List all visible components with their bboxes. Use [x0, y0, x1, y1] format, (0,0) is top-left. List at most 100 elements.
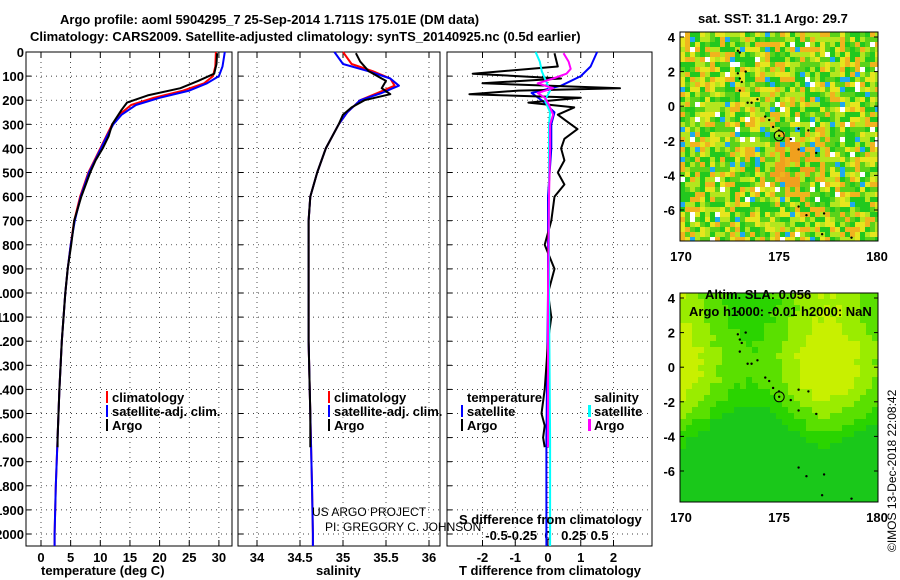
float-track-point: [815, 151, 818, 155]
map-cell: [745, 117, 750, 122]
map-cell: [866, 383, 872, 389]
map-cell: [845, 37, 850, 42]
map-cell: [840, 167, 845, 172]
map-cell: [776, 443, 782, 449]
map-cell: [825, 122, 830, 127]
map-cell: [700, 62, 705, 67]
map-cell: [812, 425, 818, 431]
map-cell: [745, 162, 750, 167]
map-cell: [872, 305, 878, 311]
map-cell: [780, 112, 785, 117]
float-track-point: [756, 359, 759, 362]
map-cell: [776, 365, 782, 371]
map-cell: [872, 449, 878, 455]
map-cell: [700, 207, 705, 212]
map-cell: [720, 212, 725, 217]
map-cell: [740, 395, 746, 401]
map-cell: [765, 42, 770, 47]
map-cell: [680, 299, 686, 305]
float-track-point: [771, 386, 775, 390]
map-cell: [865, 137, 870, 142]
map-cell: [842, 335, 848, 341]
map-cell: [818, 305, 824, 311]
map-cell: [865, 182, 870, 187]
map-cell: [734, 419, 740, 425]
map-cell: [752, 317, 758, 323]
map-cell: [770, 389, 776, 395]
map-cell: [870, 152, 875, 157]
map-cell: [800, 485, 806, 491]
map-cell: [860, 112, 865, 117]
map-cell: [830, 92, 835, 97]
map-cell: [854, 323, 860, 329]
map-cell: [765, 87, 770, 92]
map-cell: [770, 67, 775, 72]
map-cell: [745, 142, 750, 147]
map-cell: [705, 57, 710, 62]
map-cell: [795, 67, 800, 72]
map-cell: [750, 197, 755, 202]
map-cell: [776, 449, 782, 455]
map-cell: [752, 341, 758, 347]
map-cell: [860, 132, 865, 137]
map-cell: [805, 217, 810, 222]
map-cell: [800, 425, 806, 431]
map-cell: [818, 479, 824, 485]
map-cell: [692, 473, 698, 479]
map-cell: [680, 182, 685, 187]
map-cell: [824, 419, 830, 425]
map-cell: [695, 122, 700, 127]
map-cell: [872, 419, 878, 425]
map-cell: [845, 52, 850, 57]
map-cell: [740, 479, 746, 485]
map-cell: [855, 42, 860, 47]
map-cell: [746, 341, 752, 347]
map-cell: [865, 37, 870, 42]
map-cell: [740, 207, 745, 212]
map-cell: [710, 311, 716, 317]
map-cell: [680, 137, 685, 142]
map-cell: [680, 491, 686, 497]
map-cell: [794, 497, 800, 502]
map-cell: [865, 62, 870, 67]
map-cell: [810, 167, 815, 172]
map-cell: [835, 157, 840, 162]
map-cell: [795, 52, 800, 57]
map-cell: [716, 371, 722, 377]
map-cell: [800, 222, 805, 227]
map-cell: [812, 389, 818, 395]
map-cell: [830, 172, 835, 177]
map-cell: [735, 212, 740, 217]
map-cell: [812, 311, 818, 317]
map-cell: [836, 317, 842, 323]
map-cell: [812, 449, 818, 455]
map-cell: [860, 57, 865, 62]
map-cell: [716, 305, 722, 311]
map-cell: [835, 112, 840, 117]
map-cell: [745, 57, 750, 62]
map-cell: [835, 67, 840, 72]
map-cell: [824, 389, 830, 395]
map-cell: [765, 137, 770, 142]
map-cell: [776, 473, 782, 479]
map-cell: [680, 57, 685, 62]
map-cell: [720, 97, 725, 102]
map-cell: [680, 467, 686, 473]
map-cell: [764, 401, 770, 407]
map-cell: [830, 207, 835, 212]
map-cell: [806, 437, 812, 443]
s-diff-tick-label: -0.25: [507, 528, 537, 543]
map-cell: [860, 207, 865, 212]
map-cell: [790, 232, 795, 237]
map-cell: [730, 237, 735, 241]
map-cell: [764, 395, 770, 401]
map-cell: [686, 401, 692, 407]
map-cell: [850, 112, 855, 117]
map-cell: [690, 142, 695, 147]
map-cell: [735, 82, 740, 87]
map-cell: [805, 137, 810, 142]
map-cell: [695, 167, 700, 172]
map-cell: [758, 449, 764, 455]
map-cell: [728, 371, 734, 377]
map-cell: [875, 142, 878, 147]
